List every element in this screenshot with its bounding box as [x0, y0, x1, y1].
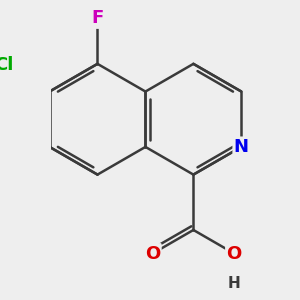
Text: O: O: [145, 244, 160, 262]
Text: O: O: [226, 244, 242, 262]
Text: Cl: Cl: [0, 56, 14, 74]
Text: N: N: [234, 138, 249, 156]
Text: F: F: [92, 9, 104, 27]
Text: H: H: [228, 277, 241, 292]
